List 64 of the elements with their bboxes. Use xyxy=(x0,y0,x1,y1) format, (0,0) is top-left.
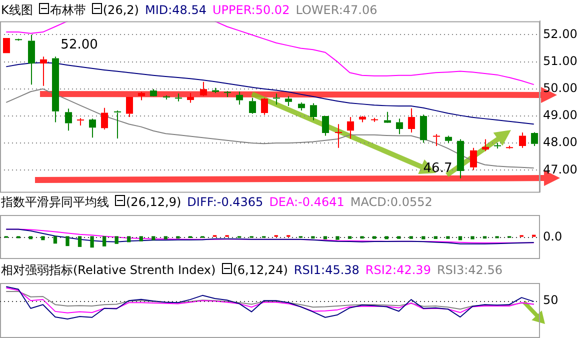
candlestick xyxy=(519,132,526,148)
candlestick xyxy=(200,81,207,96)
text: MID:48.54 xyxy=(144,2,206,19)
candlestick xyxy=(334,124,342,148)
y-tick-label: 49.00 xyxy=(543,108,578,122)
y-tick-label: 48.00 xyxy=(543,135,578,150)
candlestick xyxy=(457,138,464,179)
candlestick xyxy=(114,110,122,139)
candlestick xyxy=(347,116,354,140)
text: 50 xyxy=(543,293,558,308)
candlestick xyxy=(322,116,329,136)
candlestick xyxy=(272,93,280,106)
candlestick xyxy=(236,91,243,106)
legend-title: (26,12,9) xyxy=(126,195,182,209)
legend-title: (26,2) xyxy=(102,3,139,17)
y-tick-label: 47.00 xyxy=(543,162,578,176)
candlestick xyxy=(101,107,108,130)
chart-title: 指数平滑异同平均线 xyxy=(1,195,109,209)
candlestick xyxy=(494,142,502,149)
y-tick-label: 51.00 xyxy=(543,54,578,68)
text: MACD:0.0552 xyxy=(350,194,432,211)
candlestick xyxy=(187,92,194,104)
candlestick xyxy=(396,118,403,135)
chart-subtitle: 布林带 xyxy=(50,3,86,17)
candlestick xyxy=(126,97,133,118)
ref-line-label: 0.0 xyxy=(543,230,562,244)
y-tick-label: 50.00 xyxy=(543,81,578,96)
candlestick xyxy=(65,108,72,132)
text: RSI2:42.39 xyxy=(365,262,431,279)
chart-title: K线图 xyxy=(1,3,33,17)
candlestick xyxy=(506,145,514,148)
text: LOWER:47.06 xyxy=(296,2,378,19)
chart-title: 相对强弱指标(Relative Strenth Index) xyxy=(1,263,216,277)
candlestick xyxy=(212,87,219,94)
candlestick xyxy=(310,102,317,121)
candlestick xyxy=(482,138,489,152)
candlestick xyxy=(432,134,440,147)
candlestick xyxy=(150,88,157,96)
y-tick-label: 52.00 xyxy=(543,26,578,41)
text: RSI1:45.38 xyxy=(294,262,360,279)
series-label: UPPER:50.02 xyxy=(212,2,290,19)
text: DIFF:-0.4365 xyxy=(187,194,264,211)
candlestick xyxy=(224,90,232,98)
candlestick xyxy=(76,118,84,126)
candlestick xyxy=(420,114,427,144)
candlestick xyxy=(138,91,145,101)
candlestick xyxy=(261,97,268,116)
candlestick xyxy=(285,96,292,106)
candlestick xyxy=(470,147,477,171)
candlestick xyxy=(52,56,59,123)
candlestick xyxy=(359,115,366,123)
text: DEA:-0.4641 xyxy=(269,194,344,211)
candlestick xyxy=(28,34,35,86)
candlestick xyxy=(531,132,538,147)
annotation: 52.00 xyxy=(60,38,98,53)
candlestick xyxy=(408,108,415,133)
candlestick xyxy=(40,56,47,86)
candlestick xyxy=(445,135,452,144)
candlestick xyxy=(89,118,96,138)
candlestick xyxy=(249,97,256,114)
candlestick xyxy=(174,93,182,102)
text: RSI3:42.56 xyxy=(436,262,502,279)
candlestick xyxy=(298,102,305,112)
legend-title: (6,12,24) xyxy=(232,263,288,277)
